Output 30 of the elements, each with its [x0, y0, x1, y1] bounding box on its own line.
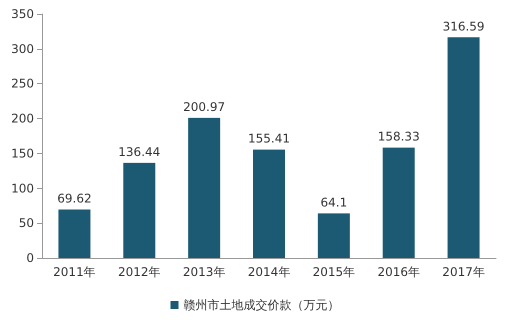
bar	[123, 162, 156, 258]
x-tick-label: 2013年	[182, 265, 226, 279]
bar	[253, 150, 285, 258]
y-tick-label: 100	[11, 181, 34, 196]
y-tick-label: 200	[11, 112, 34, 126]
bar	[382, 148, 415, 258]
data-label: 69.62	[57, 191, 92, 206]
data-label: 155.41	[248, 132, 290, 146]
x-tick-label: 2011年	[53, 265, 96, 279]
data-label: 136.44	[118, 144, 160, 159]
y-tick-label: 300	[11, 42, 34, 56]
legend-label: 赣州市土地成交价款（万元）	[184, 298, 340, 312]
x-tick-label: 2014年	[248, 265, 290, 279]
y-tick-label: 250	[11, 76, 34, 91]
data-label: 200.97	[183, 100, 226, 114]
y-tick-label: 50	[18, 216, 34, 230]
data-label: 64.1	[320, 195, 348, 210]
bar	[448, 37, 480, 258]
bar	[188, 118, 220, 258]
x-tick-label: 2015年	[312, 265, 356, 279]
bar	[318, 213, 350, 258]
bar	[58, 209, 90, 258]
data-label: 316.59	[442, 19, 485, 34]
y-tick-label: 0	[26, 251, 34, 265]
y-tick-label: 350	[11, 7, 34, 21]
x-tick-label: 2016年	[377, 265, 420, 279]
x-tick-label: 2017年	[442, 265, 485, 279]
y-tick-label: 150	[11, 146, 34, 160]
x-tick-label: 2012年	[118, 265, 161, 279]
data-label: 158.33	[378, 130, 420, 144]
